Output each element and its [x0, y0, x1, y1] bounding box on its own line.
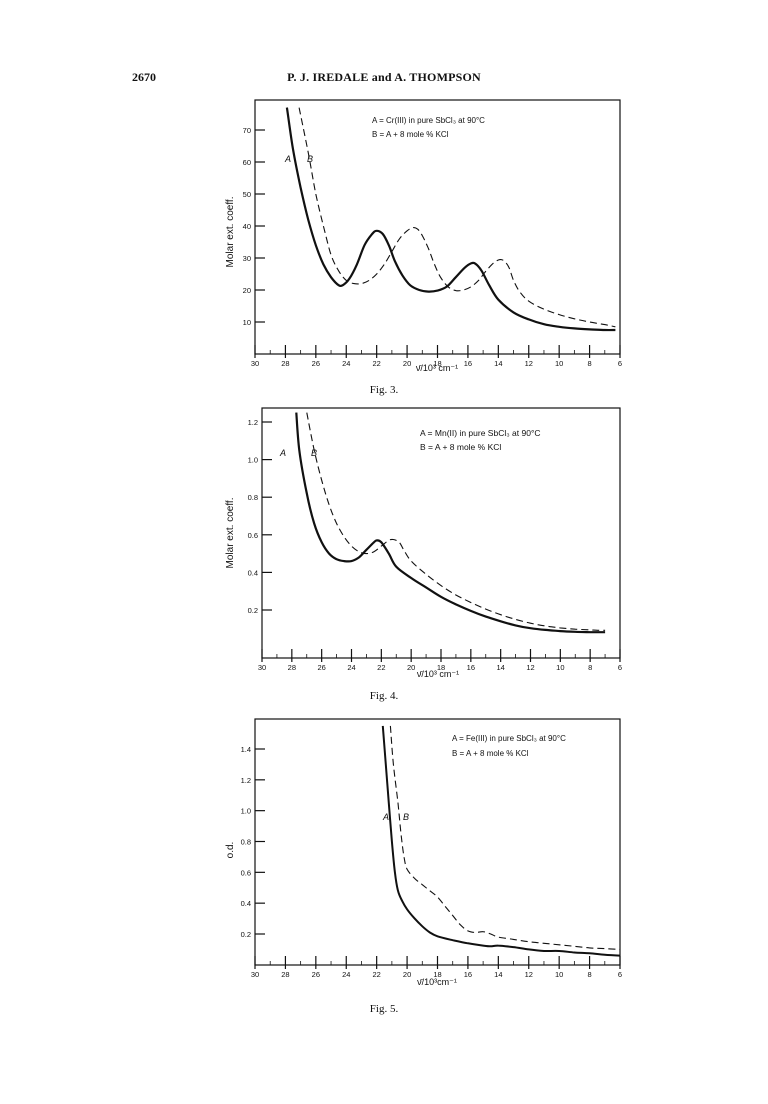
x-tick-label: 16: [467, 663, 475, 672]
x-axis-ticks: 30 28 26 24 22 20 18 16 14 12 10 8 6: [251, 345, 622, 368]
x-tick-label: 8: [588, 663, 592, 672]
y-axis-label: o.d.: [225, 842, 236, 859]
y-tick-label: 50: [243, 190, 251, 199]
x-tick-label: 26: [312, 359, 320, 368]
x-tick-label: 28: [288, 663, 296, 672]
x-tick-label: 30: [258, 663, 266, 672]
x-tick-label: 20: [403, 359, 411, 368]
x-tick-label: 22: [372, 970, 380, 979]
curve-a-label: A: [284, 154, 291, 164]
x-tick-label: 22: [377, 663, 385, 672]
x-axis-label: ν̄/10³ cm⁻¹: [417, 669, 459, 679]
plot-frame: [254, 718, 621, 966]
running-head-authors: P. J. IREDALE and A. THOMPSON: [287, 70, 481, 84]
x-tick-label: 10: [556, 663, 564, 672]
x-tick-label: 24: [342, 970, 350, 979]
page-number: 2670: [132, 70, 156, 84]
curve-b-label: B: [307, 154, 313, 164]
series-b-line: [298, 107, 616, 328]
x-tick-label: 24: [347, 663, 355, 672]
series-a-line: [285, 107, 616, 332]
y-tick-label: 0.2: [248, 606, 258, 615]
x-tick-label: 28: [281, 359, 289, 368]
x-axis-label: ν̄/10³ cm⁻¹: [416, 363, 458, 373]
legend-line-b: B = A + 8 mole % KCl: [420, 442, 501, 452]
x-tick-label: 8: [587, 359, 591, 368]
y-axis-ticks: 0.2 0.4 0.6 0.8 1.0 1.2 1.4: [241, 745, 265, 939]
series-b-line: [306, 412, 606, 631]
x-tick-label: 28: [281, 970, 289, 979]
figure-3-chart: 30 28 26 24 22 20 18 16 14 12 10 8 6 10203040506070 …: [225, 99, 622, 373]
y-tick-label: 60: [243, 158, 251, 167]
y-tick-label: 1.0: [248, 456, 258, 465]
x-axis-ticks: 30 28 26 24 22 20 18 16 14 12 10 8 6: [251, 956, 622, 979]
y-tick-label: 40: [243, 222, 251, 231]
x-tick-label: 24: [342, 359, 350, 368]
series-a-line: [381, 725, 621, 957]
x-tick-label: 18: [437, 663, 445, 672]
y-tick-label: 10: [243, 318, 251, 327]
y-tick-label: 0.6: [241, 868, 251, 877]
x-axis-ticks: 30 28 26 24 22 20 18 16 14 12 10 8 6: [258, 649, 622, 672]
x-tick-label: 6: [618, 970, 622, 979]
x-tick-label: 14: [494, 359, 502, 368]
y-tick-label: 1.2: [248, 418, 258, 427]
y-tick-label: 30: [243, 254, 251, 263]
y-axis-label: Molar ext. coeff.: [225, 197, 236, 268]
x-tick-label: 12: [526, 663, 534, 672]
series-b-line: [389, 725, 621, 950]
y-tick-label: 0.6: [248, 531, 258, 540]
curve-a-label: A: [279, 448, 286, 458]
x-tick-label: 30: [251, 359, 259, 368]
x-tick-label: 22: [372, 359, 380, 368]
x-tick-label: 6: [618, 663, 622, 672]
x-tick-label: 12: [525, 970, 533, 979]
x-tick-label: 16: [464, 359, 472, 368]
x-tick-label: 14: [494, 970, 502, 979]
x-tick-label: 10: [555, 970, 563, 979]
x-tick-label: 26: [312, 970, 320, 979]
x-tick-label: 16: [464, 970, 472, 979]
x-tick-label: 18: [433, 970, 441, 979]
series-a-line: [295, 412, 606, 634]
y-tick-label: 1.4: [241, 745, 251, 754]
curve-b-label: B: [403, 812, 409, 822]
y-axis-ticks: 10 20 30 40 50 60 70: [243, 126, 265, 327]
x-tick-label: 8: [587, 970, 591, 979]
figure-5-caption: Fig. 5.: [369, 1003, 399, 1015]
y-axis-ticks: 0.2 0.4 0.6 0.8 1.0 1.2: [248, 418, 272, 615]
y-tick-label: 0.8: [248, 493, 258, 502]
y-tick-label: 1.2: [241, 776, 251, 785]
figure-4-caption: Fig. 4.: [369, 690, 399, 702]
x-tick-label: 30: [251, 970, 259, 979]
x-tick-label: 10: [555, 359, 563, 368]
x-tick-label: 12: [525, 359, 533, 368]
legend-line-a: A = Cr(III) in pure SbCl₃ at 90°C: [372, 116, 485, 125]
y-tick-label: 0.4: [241, 899, 251, 908]
y-tick-label: 1.0: [241, 807, 251, 816]
x-tick-label: 6: [618, 359, 622, 368]
x-tick-label: 14: [496, 663, 504, 672]
x-tick-label: 18: [433, 359, 441, 368]
curve-b-label: B: [311, 448, 317, 458]
figure-3-caption: Fig. 3.: [369, 384, 399, 396]
curve-a-label: A: [382, 812, 389, 822]
legend-line-b: B = A + 8 mole % KCl: [452, 749, 529, 758]
legend-line-a: A = Fe(III) in pure SbCl₃ at 90°C: [452, 734, 566, 743]
x-axis-label: ν̄/10³cm⁻¹: [417, 977, 457, 987]
x-tick-label: 26: [317, 663, 325, 672]
figure-5-chart: 30 28 26 24 22 20 18 16 14 12 10 8 6 0.2 0.4 0.6 0.8 1.0…: [225, 718, 622, 987]
y-tick-label: 70: [243, 126, 251, 135]
y-tick-label: 0.8: [241, 838, 251, 847]
y-axis-label: Molar ext. coeff.: [225, 498, 236, 569]
y-tick-label: 0.2: [241, 930, 251, 939]
legend-line-a: A = Mn(II) in pure SbCl₃ at 90°C: [420, 428, 540, 438]
y-tick-label: 0.4: [248, 568, 258, 577]
x-tick-label: 20: [403, 970, 411, 979]
y-tick-label: 20: [243, 286, 251, 295]
x-tick-label: 20: [407, 663, 415, 672]
legend-line-b: B = A + 8 mole % KCl: [372, 130, 449, 139]
figure-4-chart: 30 28 26 24 22 20 18 16 14 12 10 8 6 0.2 0.4 0.6 0.8 1.0…: [225, 407, 622, 679]
